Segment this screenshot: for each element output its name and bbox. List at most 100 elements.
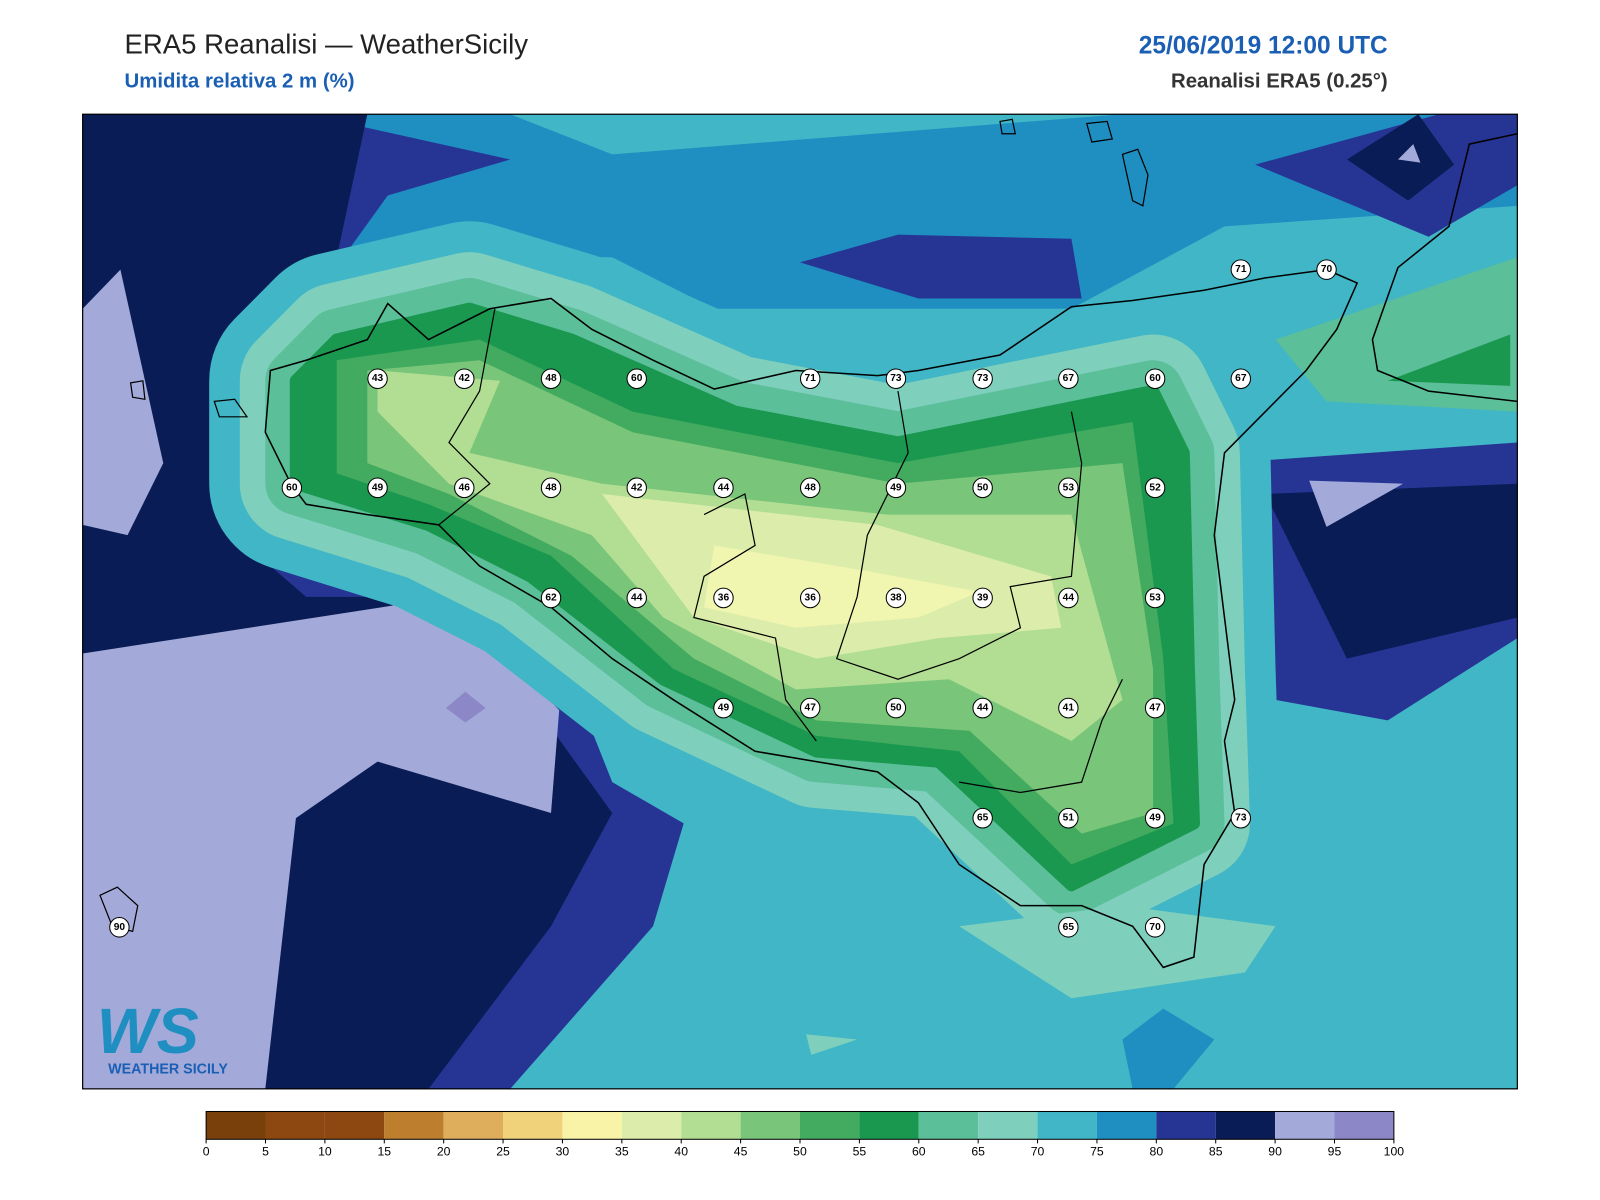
colorbar-tick-label: 35 xyxy=(615,1145,629,1159)
station: 52 xyxy=(1144,477,1166,499)
colorbar-segment xyxy=(740,1111,800,1140)
station-value: 70 xyxy=(1149,922,1161,933)
station-marker xyxy=(972,477,993,499)
station: 44 xyxy=(1058,587,1079,609)
station-marker xyxy=(885,697,907,719)
station-marker xyxy=(885,477,907,499)
station-marker xyxy=(1058,587,1079,609)
station-marker xyxy=(1058,368,1079,390)
station: 46 xyxy=(454,477,475,499)
map-frame xyxy=(82,113,1518,1090)
map: WS WEATHER SICILY 71 70 43 42 48 60 71 73 73 67 60… xyxy=(82,114,1518,1089)
station: 71 xyxy=(800,368,821,390)
station: 38 xyxy=(885,587,907,609)
station-marker xyxy=(1144,916,1166,938)
station-value: 46 xyxy=(459,482,471,493)
station-marker xyxy=(1144,697,1166,719)
station-marker xyxy=(972,368,993,390)
station-value: 49 xyxy=(890,482,902,493)
station: 50 xyxy=(885,697,907,719)
colorbar-segment xyxy=(1156,1111,1216,1140)
colorbar-tick-label: 5 xyxy=(262,1145,269,1159)
station: 71 xyxy=(1230,259,1252,280)
colorbar-segment xyxy=(800,1111,860,1140)
station-value: 44 xyxy=(1063,592,1075,603)
station-marker xyxy=(713,697,734,719)
station-value: 38 xyxy=(890,592,902,603)
station-value: 65 xyxy=(1063,922,1075,933)
colorbar-tick-label: 90 xyxy=(1268,1145,1282,1159)
station: 42 xyxy=(626,477,647,499)
station: 60 xyxy=(626,368,647,390)
station-marker xyxy=(800,368,821,390)
station-value: 52 xyxy=(1149,482,1161,493)
colorbar-tick-label: 50 xyxy=(793,1145,807,1159)
station-value: 60 xyxy=(631,373,643,384)
title: ERA5 Reanalisi — WeatherSicily xyxy=(124,28,528,59)
station-marker xyxy=(1230,807,1252,829)
station-marker xyxy=(885,368,907,390)
station-marker xyxy=(800,477,821,499)
station-value: 73 xyxy=(890,373,902,384)
station: 44 xyxy=(626,587,647,609)
station-marker xyxy=(626,368,647,390)
colorbar-segment xyxy=(1215,1111,1276,1140)
logo-name: WEATHER SICILY xyxy=(108,1061,228,1077)
logo: WS WEATHER SICILY xyxy=(97,996,228,1078)
station-value: 71 xyxy=(805,373,817,384)
station-marker xyxy=(1058,916,1079,938)
station: 39 xyxy=(972,587,993,609)
station-value: 71 xyxy=(1235,264,1247,275)
station-value: 65 xyxy=(977,813,989,824)
station-marker xyxy=(713,477,734,499)
station-marker xyxy=(800,587,821,609)
station-value: 73 xyxy=(977,373,989,384)
station: 49 xyxy=(885,477,907,499)
colorbar-tick-label: 40 xyxy=(674,1145,688,1159)
station-marker xyxy=(972,807,993,829)
station-value: 49 xyxy=(372,482,384,493)
station-value: 53 xyxy=(1149,592,1161,603)
logo-mark: WS xyxy=(97,996,199,1067)
colorbar: 0 5 10 15 20 25 30 35 40 45 50 55 60 65 70 75 80 85 90 95 10… xyxy=(203,1110,1404,1159)
station-value: 49 xyxy=(1149,813,1161,824)
station-value: 36 xyxy=(718,592,730,603)
colorbar-segment xyxy=(681,1111,741,1140)
station-marker xyxy=(1144,587,1166,609)
station: 36 xyxy=(800,587,821,609)
station-value: 42 xyxy=(459,373,471,384)
station: 41 xyxy=(1058,697,1079,719)
colorbar-segment xyxy=(443,1111,504,1140)
station-marker xyxy=(540,368,562,390)
station-value: 42 xyxy=(631,482,643,493)
station-marker xyxy=(540,477,562,499)
station-value: 44 xyxy=(631,592,643,603)
colorbar-segment xyxy=(206,1111,266,1140)
station-marker xyxy=(454,477,475,499)
station: 65 xyxy=(1058,916,1079,938)
station-value: 50 xyxy=(977,482,989,493)
colorbar-segment xyxy=(324,1111,385,1140)
station-marker xyxy=(1058,697,1079,719)
colorbar-segment xyxy=(978,1111,1038,1140)
station: 48 xyxy=(540,368,562,390)
source: Reanalisi ERA5 (0.25°) xyxy=(1171,69,1388,92)
station-value: 67 xyxy=(1235,373,1247,384)
station: 60 xyxy=(1144,368,1166,390)
station: 48 xyxy=(800,477,821,499)
station-marker xyxy=(367,368,388,390)
station-value: 70 xyxy=(1321,264,1333,275)
station: 51 xyxy=(1058,807,1079,829)
station: 53 xyxy=(1144,587,1166,609)
station: 36 xyxy=(713,587,734,609)
station-value: 67 xyxy=(1063,373,1075,384)
station-value: 51 xyxy=(1063,813,1075,824)
station-value: 44 xyxy=(718,482,730,493)
datetime: 25/06/2019 12:00 UTC xyxy=(1139,32,1388,59)
station-value: 47 xyxy=(805,703,817,714)
station: 90 xyxy=(109,916,130,938)
station: 73 xyxy=(1230,807,1252,829)
station: 62 xyxy=(540,587,562,609)
station-marker xyxy=(367,477,388,499)
